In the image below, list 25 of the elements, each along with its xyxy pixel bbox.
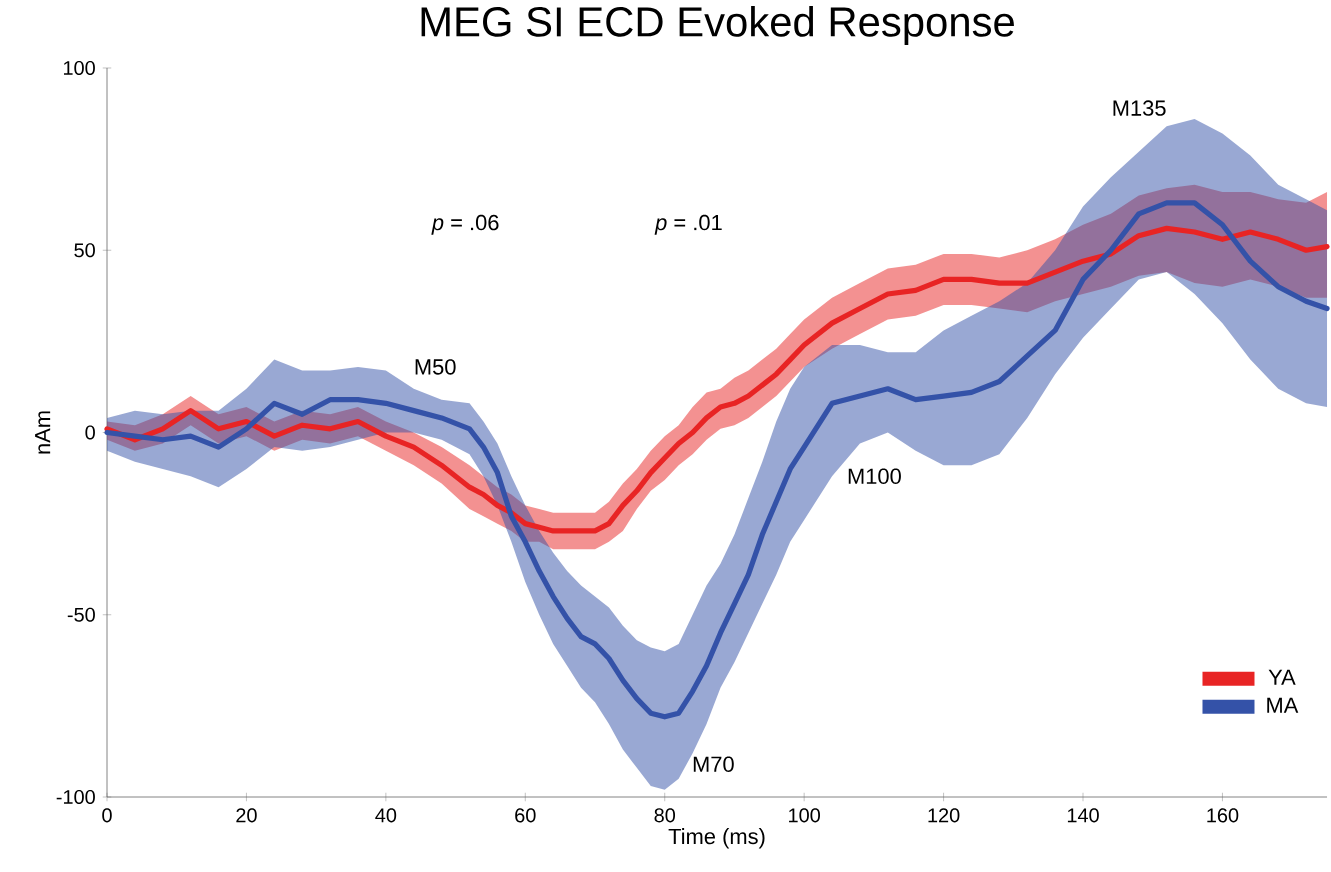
annotation: p = .01 <box>654 214 722 235</box>
x-tick-label: 80 <box>654 808 676 823</box>
x-tick-label: 120 <box>928 808 960 823</box>
x-tick-label: 140 <box>1067 808 1099 823</box>
annotation: M135 <box>1113 100 1166 116</box>
x-axis-title: Time (ms) <box>668 828 765 849</box>
x-tick-label: 160 <box>1207 808 1239 823</box>
annotation: M50 <box>415 359 456 375</box>
y-tick-label: -100 <box>56 789 95 805</box>
x-tick-label: 60 <box>515 808 536 823</box>
annotation: p = .06 <box>431 214 499 235</box>
x-tick-label: 20 <box>236 808 257 823</box>
x-tick-label: 40 <box>375 808 397 823</box>
legend-label: YA <box>1268 669 1296 685</box>
x-tick-label: 100 <box>789 808 820 823</box>
y-tick-label: 50 <box>74 243 95 258</box>
chart-title: MEG SI ECD Evoked Response <box>421 6 1014 45</box>
x-tick-label: 0 <box>102 808 112 823</box>
y-tick-label: 0 <box>85 425 95 440</box>
annotation: M100 <box>848 468 901 484</box>
annotation: M70 <box>693 756 734 772</box>
y-tick-label: 100 <box>64 60 95 76</box>
y-axis-title: nAm <box>35 411 51 454</box>
legend-label: MA <box>1267 697 1299 713</box>
y-tick-label: -50 <box>67 607 95 622</box>
